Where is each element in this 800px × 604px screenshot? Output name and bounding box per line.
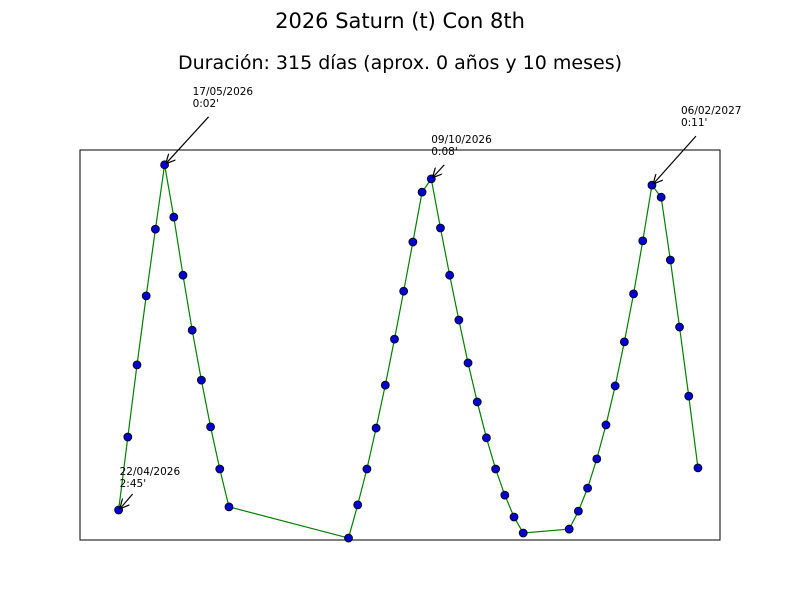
series-line [118,164,699,539]
annotation-text: 06/02/2027 [681,105,742,117]
data-point [592,454,602,464]
annotation-text: 09/10/2026 [431,134,492,146]
data-point [638,236,648,246]
annotation-arrow [167,116,210,163]
data-point [573,506,583,516]
data-point [353,500,363,510]
annotation-text: 22/04/2026 [120,466,181,478]
data-point [380,380,390,390]
data-point [371,423,381,433]
annotation-text: 2:45' [120,478,146,490]
data-point [684,391,694,401]
data-point [675,322,684,332]
data-point [500,490,510,500]
annotation-arrow [654,135,697,183]
annotation-arrow [433,164,445,177]
data-point [196,375,206,385]
data-point [390,334,399,344]
data-point [436,223,445,233]
data-point [693,463,703,473]
data-point [491,464,501,474]
data-point [178,270,188,280]
data-point [482,433,491,443]
data-point [463,358,473,368]
data-point [141,291,151,301]
data-point [132,360,142,370]
data-point [362,464,372,474]
data-point [417,187,427,197]
data-point [445,270,455,280]
data-point [518,528,528,538]
data-point [472,397,482,407]
chart-subtitle: Duración: 315 días (aprox. 0 años y 10 m… [178,52,622,74]
data-point [656,192,666,202]
annotation-text: 0:02' [193,98,219,110]
data-point [187,325,197,335]
data-point [583,483,592,493]
data-point [399,286,409,296]
data-point [601,420,611,430]
data-point [509,512,519,522]
data-point [344,533,353,543]
data-point [215,464,225,474]
data-point [169,212,179,222]
data-point [206,422,215,432]
plot-frame [79,149,721,541]
data-point [665,255,675,265]
data-point [610,381,620,391]
data-point [408,237,418,247]
chart-title: 2026 Saturn (t) Con 8th [275,9,525,33]
data-point [454,315,464,325]
annotation-text: 0:11' [681,117,707,129]
data-point [224,502,234,512]
annotation-text: 0:08' [431,146,457,158]
data-point [619,337,629,347]
data-point [564,524,574,534]
data-point [123,432,133,442]
annotation-text: 17/05/2026 [193,86,254,98]
data-point [629,289,638,299]
data-point [151,224,160,234]
annotation-arrow [121,493,134,508]
